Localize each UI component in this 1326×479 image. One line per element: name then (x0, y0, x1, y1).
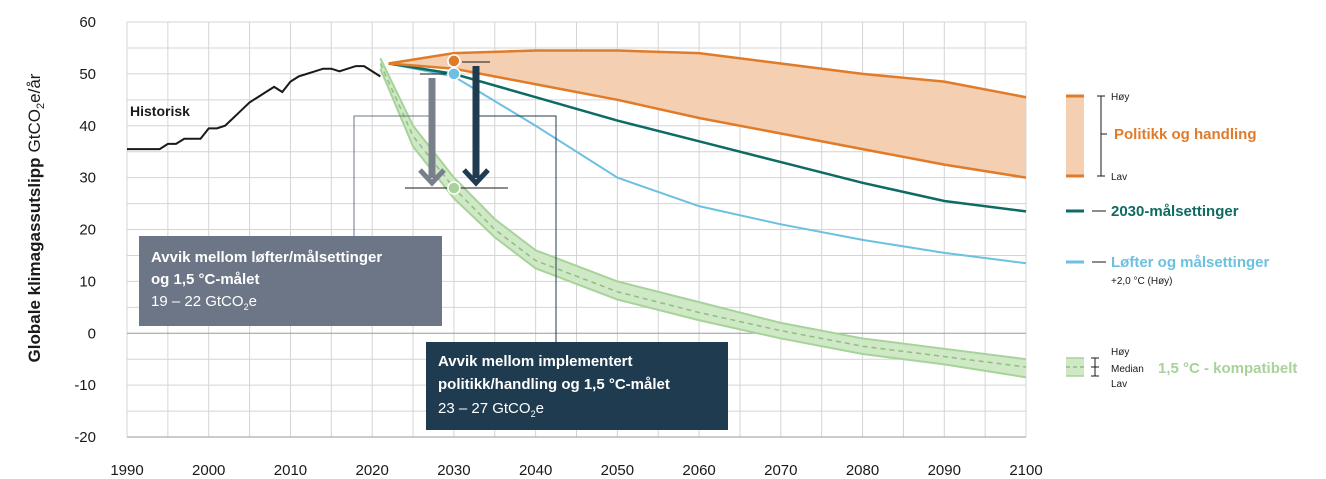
policy-2030-marker (447, 54, 461, 68)
legend-targets-2030: 2030-målsettinger (1066, 203, 1239, 220)
x-tick-label: 1990 (110, 462, 143, 479)
compatible-low-line (379, 68, 1027, 379)
compatible-high-line (379, 57, 1027, 361)
box2-line2: politikk/handling og 1,5 °C-målet (438, 376, 670, 393)
pledges-2030-marker (447, 67, 461, 81)
legend-policy: Høy Lav Politikk og handling (1066, 92, 1257, 183)
x-tick-label: 2090 (928, 462, 961, 479)
legend-targets-label: 2030-målsettinger (1111, 203, 1239, 220)
pledges-line (388, 62, 1027, 265)
y-tick-label: 20 (79, 222, 96, 239)
y-tick-label: -10 (74, 377, 96, 394)
compatible-median-line (379, 63, 1027, 368)
svg-text:Lav: Lav (1111, 379, 1127, 390)
x-tick-labels: 1990 2000 2010 2020 2030 2040 2050 2060 2070 2080… (110, 462, 1042, 479)
y-tick-labels: 60 50 40 30 20 10 0 -10 -20 (74, 14, 96, 446)
box1-line1: Avvik mellom løfter/målsettinger (151, 249, 382, 266)
y-tick-label: 10 (79, 273, 96, 290)
policy-band (388, 50, 1026, 178)
gap-box-policy: Avvik mellom implementert politikk/handl… (426, 342, 728, 430)
compatible-2030-marker (447, 181, 461, 195)
box1-line2: og 1,5 °C-målet (151, 271, 260, 288)
gap-arrow-policy (455, 61, 508, 189)
box2-range: 23 – 27 GtCO2e (438, 400, 544, 419)
legend-pledges-sub: +2,0 °C (Høy) (1111, 276, 1173, 287)
x-tick-label: 2050 (601, 462, 634, 479)
legend-pledges-label: Løfter og målsettinger (1111, 254, 1270, 271)
x-tick-label: 2040 (519, 462, 552, 479)
x-tick-label: 2070 (764, 462, 797, 479)
legend-policy-label: Politikk og handling (1114, 126, 1257, 143)
x-tick-label: 2080 (846, 462, 879, 479)
historical-label: Historisk (130, 103, 190, 119)
policy-high-line (388, 49, 1027, 99)
legend-compatible-label: 1,5 °C - kompatibelt (1158, 360, 1297, 377)
box1-leader-line (353, 115, 432, 236)
x-tick-label: 2100 (1009, 462, 1042, 479)
gap-box-pledges: Avvik mellom løfter/målsettinger og 1,5 … (139, 236, 442, 326)
box2-leader-line (476, 115, 557, 342)
series-layer (127, 49, 1027, 379)
y-axis-label: Globale klimagassutslippGtCO2e/år (25, 73, 47, 362)
x-tick-label: 2030 (437, 462, 470, 479)
target-2030-markers (447, 54, 461, 195)
legend-pledges: Løfter og målsettinger +2,0 °C (Høy) (1066, 254, 1270, 287)
legend: Høy Lav Politikk og handling 2030-målset… (1066, 92, 1297, 390)
box2-line1: Avvik mellom implementert (438, 353, 633, 370)
y-tick-label: 40 (79, 118, 96, 135)
svg-text:Lav: Lav (1111, 172, 1127, 183)
policy-low-line (388, 62, 1027, 179)
legend-compatible: Høy Median Lav 1,5 °C - kompatibelt (1066, 347, 1297, 390)
y-tick-label: -20 (74, 429, 96, 446)
x-tick-label: 2020 (355, 462, 388, 479)
x-tick-label: 2060 (682, 462, 715, 479)
targets-2030-line (388, 62, 1027, 213)
svg-text:Høy: Høy (1111, 92, 1129, 103)
box1-range: 19 – 22 GtCO2e (151, 293, 257, 312)
historical-line (127, 65, 381, 151)
svg-text:Median: Median (1111, 364, 1144, 375)
compatible-band (380, 58, 1026, 378)
y-tick-label: 0 (88, 325, 96, 342)
x-tick-label: 2010 (274, 462, 307, 479)
y-tick-label: 30 (79, 170, 96, 187)
x-tick-label: 2000 (192, 462, 225, 479)
y-tick-label: 50 (79, 66, 96, 83)
y-tick-label: 60 (79, 14, 96, 31)
svg-text:Høy: Høy (1111, 347, 1129, 358)
